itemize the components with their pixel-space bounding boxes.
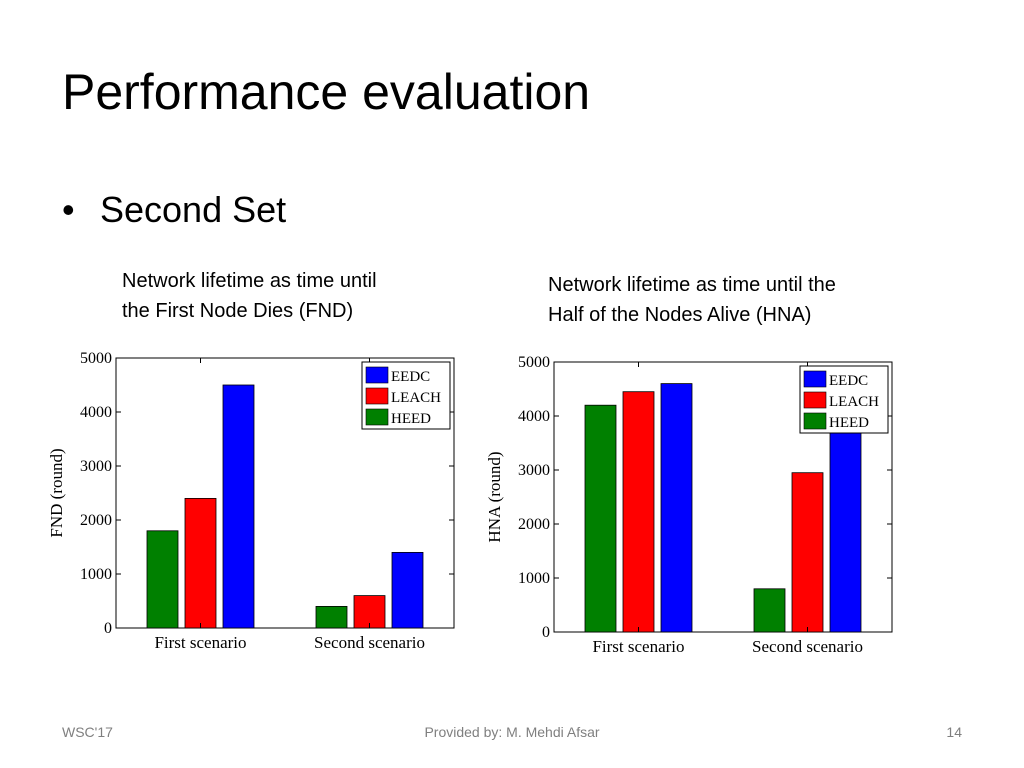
y-tick-label: 2000	[80, 512, 112, 529]
bar-leach-1	[622, 391, 655, 633]
bar-leach-2	[353, 595, 386, 629]
y-tick-label: 4000	[518, 408, 550, 425]
hna-caption: Network lifetime as time until the Half …	[548, 270, 928, 330]
y-tick-label: 1000	[518, 570, 550, 587]
fnd-caption-line-2: the First Node Dies (FND)	[122, 300, 354, 322]
x-tick-label: Second scenario	[752, 637, 863, 656]
x-tick-label: First scenario	[592, 637, 684, 656]
bullet-text: Second Set	[100, 189, 287, 230]
bar-heed-1	[146, 530, 179, 629]
legend-label-leach: LEACH	[391, 390, 441, 406]
fnd-caption: Network lifetime as time until the First…	[122, 266, 502, 326]
legend-swatch-heed	[365, 408, 389, 426]
legend-swatch-leach	[365, 387, 389, 405]
y-axis-label: FND (round)	[47, 448, 66, 537]
hna-caption-line-1: Network lifetime as time until the	[548, 274, 836, 296]
footer-event: WSC'17	[62, 724, 113, 740]
y-tick-label: 3000	[518, 462, 550, 479]
y-tick-label: 4000	[80, 404, 112, 421]
bar-eedc-2	[391, 551, 424, 629]
y-axis-label: HNA (round)	[485, 451, 504, 542]
bar-eedc-1	[222, 384, 255, 629]
y-tick-label: 0	[542, 624, 550, 641]
y-tick-label: 2000	[518, 516, 550, 533]
slide-title: Performance evaluation	[62, 64, 591, 120]
y-tick-label: 1000	[80, 566, 112, 583]
y-tick-label: 5000	[518, 354, 550, 371]
fnd-caption-line-1: Network lifetime as time until	[122, 270, 377, 292]
footer-page-number: 14	[946, 724, 962, 740]
legend-label-leach: LEACH	[829, 394, 879, 410]
legend-label-eedc: EEDC	[829, 373, 868, 389]
legend-label-heed: HEED	[829, 415, 869, 431]
bullet-glyph: •	[62, 189, 75, 230]
footer-credit: Provided by: M. Mehdi Afsar	[424, 724, 600, 740]
bar-heed-1	[584, 404, 617, 633]
fnd-bar-chart: 0 1000 2000 3000 4000 5000 FND (round) First sc…	[47, 350, 455, 652]
bar-eedc-1	[660, 383, 693, 633]
x-tick-label: First scenario	[154, 633, 246, 652]
legend-swatch-eedc	[365, 366, 389, 384]
bullet-item: • Second Set	[62, 188, 286, 231]
legend-swatch-eedc	[803, 370, 827, 388]
bar-heed-2	[753, 588, 786, 633]
hna-bar-chart: 0 1000 2000 3000 4000 5000 HNA (round) First sc…	[485, 354, 893, 656]
bar-leach-2	[791, 472, 824, 633]
bar-leach-1	[184, 497, 217, 629]
y-tick-label: 5000	[80, 350, 112, 367]
bar-heed-2	[315, 605, 348, 629]
legend-swatch-leach	[803, 391, 827, 409]
legend-swatch-heed	[803, 412, 827, 430]
hna-caption-line-2: Half of the Nodes Alive (HNA)	[548, 304, 812, 326]
legend-label-heed: HEED	[391, 411, 431, 427]
x-tick-label: Second scenario	[314, 633, 425, 652]
y-tick-label: 0	[104, 620, 112, 637]
y-tick-label: 3000	[80, 458, 112, 475]
legend-label-eedc: EEDC	[391, 369, 430, 385]
